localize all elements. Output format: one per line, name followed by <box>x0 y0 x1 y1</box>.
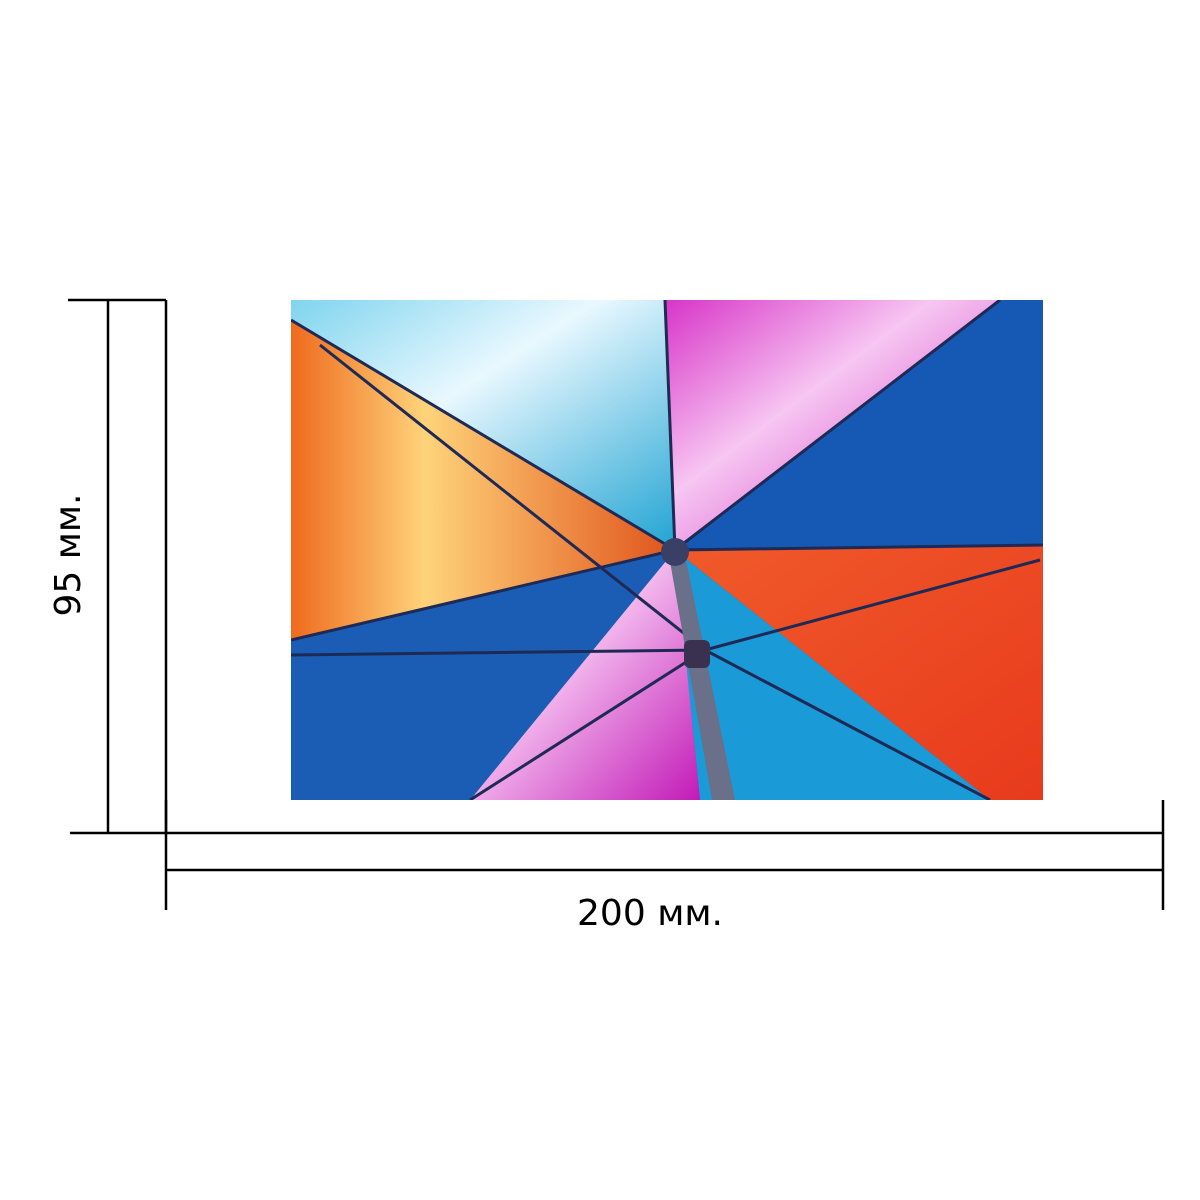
width-label: 200 мм. <box>577 893 723 934</box>
height-dimension: 95 мм. <box>48 298 168 835</box>
height-label: 95 мм. <box>48 493 89 616</box>
width-dimension: 200 мм. <box>164 800 1165 934</box>
umbrella-photo <box>291 300 1043 800</box>
